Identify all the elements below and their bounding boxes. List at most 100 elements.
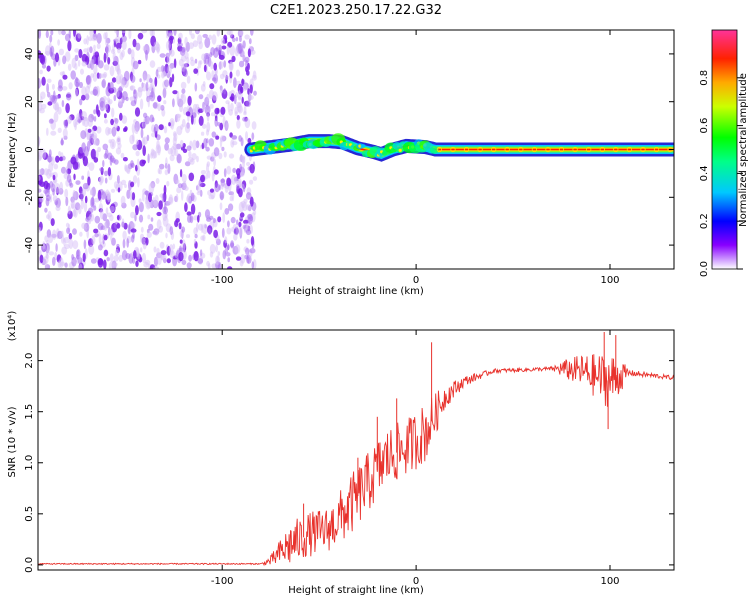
noise-speck <box>240 254 246 264</box>
noise-speck <box>145 49 148 61</box>
noise-speck <box>147 214 151 220</box>
noise-speck <box>132 175 138 184</box>
noise-speck <box>200 131 205 136</box>
noise-speck <box>153 41 160 50</box>
noise-speck <box>118 85 123 94</box>
noise-speck <box>204 37 211 49</box>
noise-speck <box>115 147 122 155</box>
noise-speck <box>225 75 230 80</box>
noise-speck <box>80 130 87 140</box>
noise-speck <box>90 58 95 69</box>
noise-speck <box>102 73 107 79</box>
noise-speck <box>50 218 55 227</box>
noise-speck <box>93 205 97 211</box>
noise-speck <box>83 38 88 45</box>
noise-speck <box>150 217 154 222</box>
noise-speck <box>230 89 235 95</box>
snr-y-tick-label: 1.5 <box>24 404 35 420</box>
noise-speck <box>93 65 98 75</box>
noise-speck <box>154 76 158 87</box>
noise-speck <box>232 167 237 173</box>
noise-speck <box>156 211 162 217</box>
noise-speck <box>91 235 96 245</box>
noise-speck <box>79 98 83 106</box>
noise-speck <box>103 64 110 71</box>
noise-speck <box>57 39 60 46</box>
noise-speck <box>193 238 197 244</box>
noise-speck <box>142 122 146 129</box>
noise-speck <box>88 207 94 214</box>
noise-speck <box>46 83 49 94</box>
noise-speck <box>87 176 91 186</box>
noise-speck <box>93 30 97 34</box>
noise-speck <box>146 134 150 141</box>
noise-speck <box>180 124 184 130</box>
noise-speck <box>49 47 53 57</box>
noise-speck <box>65 222 70 228</box>
snr-x-tick-label: -100 <box>211 576 234 587</box>
noise-speck <box>98 244 103 251</box>
track-ring <box>626 146 633 153</box>
noise-speck <box>50 130 57 136</box>
noise-speck <box>177 183 183 189</box>
noise-speck <box>233 229 237 235</box>
noise-speck <box>157 103 161 112</box>
noise-speck <box>89 46 93 54</box>
noise-speck <box>208 228 212 235</box>
noise-speck <box>200 174 205 183</box>
noise-speck <box>231 174 237 185</box>
noise-speck <box>238 35 242 42</box>
noise-speck <box>164 142 170 151</box>
noise-speck <box>244 34 250 40</box>
track-ring <box>518 146 524 153</box>
noise-speck <box>82 187 87 197</box>
noise-speck <box>156 219 162 230</box>
noise-speck <box>52 174 56 181</box>
noise-speck <box>231 135 238 140</box>
track-ring <box>613 146 619 153</box>
noise-speck <box>211 91 218 101</box>
noise-speck <box>47 91 51 98</box>
noise-speck <box>168 122 171 127</box>
noise-speck <box>89 135 93 147</box>
noise-speck <box>166 180 170 187</box>
noise-speck <box>142 73 146 82</box>
noise-speck <box>222 250 227 260</box>
noise-speck <box>81 94 86 101</box>
noise-speck <box>173 30 177 36</box>
noise-speck <box>194 58 198 64</box>
noise-speck <box>181 259 187 266</box>
noise-speck <box>137 32 144 40</box>
snr-y-ticks: 0.0 0.5 1.0 1.5 2.0 <box>24 353 674 573</box>
noise-speck <box>245 192 252 200</box>
noise-speck <box>229 44 236 56</box>
noise-speck <box>183 180 187 187</box>
noise-speck <box>104 177 108 184</box>
noise-speck <box>130 228 137 233</box>
noise-speck <box>65 103 70 114</box>
noise-speck <box>141 192 145 202</box>
noise-speck <box>226 165 232 175</box>
noise-speck <box>81 222 87 229</box>
noise-speck <box>132 38 137 48</box>
noise-speck <box>121 221 125 228</box>
noise-speck <box>235 37 239 42</box>
noise-speck <box>166 53 171 65</box>
noise-speck <box>187 114 190 123</box>
noise-speck <box>181 88 186 94</box>
noise-speck <box>80 199 85 210</box>
noise-speck <box>87 117 93 128</box>
noise-speck <box>52 229 57 240</box>
noise-speck <box>100 191 107 200</box>
noise-speck <box>163 184 167 195</box>
noise-speck <box>100 73 104 79</box>
noise-speck <box>148 192 152 203</box>
noise-speck <box>60 261 66 267</box>
noise-speck <box>204 209 211 219</box>
noise-speck <box>161 254 167 261</box>
noise-speck <box>152 102 158 109</box>
noise-speck <box>64 262 68 268</box>
noise-speck <box>75 249 80 260</box>
noise-speck <box>169 77 173 88</box>
noise-speck <box>52 256 56 266</box>
